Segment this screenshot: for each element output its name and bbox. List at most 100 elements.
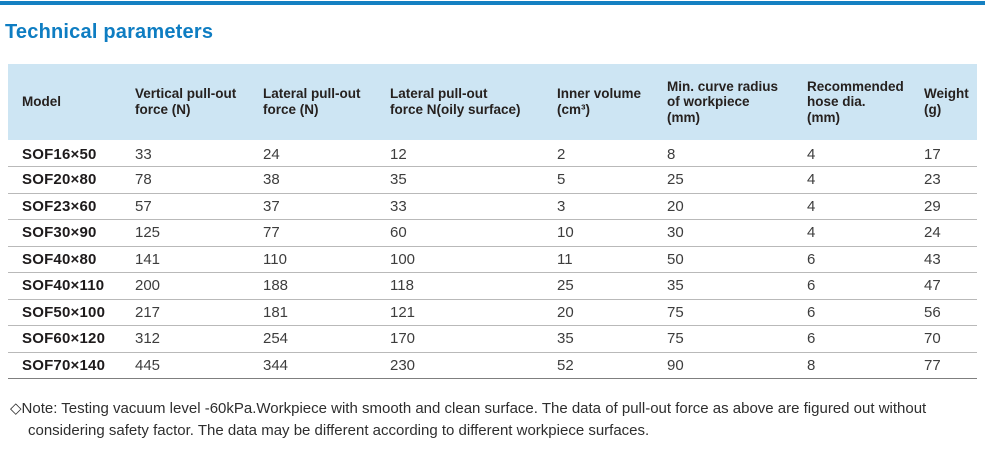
cell-inner-volume: 35	[557, 325, 667, 353]
cell-min-curve-radius: 25	[667, 166, 807, 194]
cell-model: SOF16×50	[8, 140, 135, 167]
header-cell-inner-volume: Inner volume (cm³)	[557, 86, 642, 117]
diamond-icon: ◇	[10, 400, 22, 417]
cell-inner-volume: 3	[557, 193, 667, 220]
cell-weight: 56	[924, 299, 977, 326]
cell-lateral-pullout-oily: 170	[390, 325, 557, 353]
cell-hose-dia: 6	[807, 272, 924, 300]
cell-inner-volume: 11	[557, 246, 667, 273]
cell-lateral-pullout: 38	[263, 166, 390, 194]
cell-hose-dia: 4	[807, 193, 924, 220]
cell-lateral-pullout: 77	[263, 219, 390, 247]
table-row: SOF40×110 200 188 118 25 35 6 47	[8, 272, 977, 300]
header-row: Model Vertical pull-out force (N) Latera…	[8, 64, 977, 140]
cell-weight: 23	[924, 166, 977, 194]
cell-vertical-pullout: 200	[135, 272, 263, 300]
cell-vertical-pullout: 78	[135, 166, 263, 194]
cell-hose-dia: 6	[807, 246, 924, 273]
table-row: SOF23×60 57 37 33 3 20 4 29	[8, 193, 977, 220]
cell-inner-volume: 20	[557, 299, 667, 326]
cell-weight: 47	[924, 272, 977, 300]
cell-min-curve-radius: 90	[667, 352, 807, 379]
header-cell-hose-dia: Recommended hose dia. (mm)	[807, 78, 904, 125]
footnote-line-2: considering safety factor. The data may …	[28, 422, 650, 439]
cell-weight: 77	[924, 352, 977, 379]
cell-hose-dia: 4	[807, 140, 924, 167]
cell-hose-dia: 6	[807, 299, 924, 326]
cell-lateral-pullout: 24	[263, 140, 390, 167]
table-header: Model Vertical pull-out force (N) Latera…	[8, 64, 977, 140]
cell-vertical-pullout: 141	[135, 246, 263, 273]
cell-lateral-pullout-oily: 35	[390, 166, 557, 194]
cell-lateral-pullout: 344	[263, 352, 390, 379]
cell-weight: 24	[924, 219, 977, 247]
cell-inner-volume: 5	[557, 166, 667, 194]
cell-lateral-pullout-oily: 12	[390, 140, 557, 167]
footnote-text-1: Note: Testing vacuum level -60kPa.Workpi…	[21, 400, 927, 417]
cell-model: SOF23×60	[8, 193, 135, 220]
cell-weight: 70	[924, 325, 977, 353]
cell-model: SOF40×110	[8, 272, 135, 300]
cell-lateral-pullout-oily: 230	[390, 352, 557, 379]
table-row: SOF50×100 217 181 121 20 75 6 56	[8, 299, 977, 326]
cell-lateral-pullout: 254	[263, 325, 390, 353]
cell-vertical-pullout: 33	[135, 140, 263, 167]
cell-lateral-pullout-oily: 118	[390, 272, 557, 300]
table-row: SOF70×140 445 344 230 52 90 8 77	[8, 352, 977, 379]
cell-min-curve-radius: 75	[667, 325, 807, 353]
cell-min-curve-radius: 75	[667, 299, 807, 326]
table-row: SOF20×80 78 38 35 5 25 4 23	[8, 166, 977, 194]
cell-model: SOF40×80	[8, 246, 135, 273]
cell-weight: 43	[924, 246, 977, 273]
cell-weight: 17	[924, 140, 977, 167]
parameters-table-container: Model Vertical pull-out force (N) Latera…	[8, 64, 977, 379]
cell-hose-dia: 8	[807, 352, 924, 379]
cell-vertical-pullout: 445	[135, 352, 263, 379]
table-row: SOF16×50 33 24 12 2 8 4 17	[8, 140, 977, 167]
cell-vertical-pullout: 312	[135, 325, 263, 353]
header-cell-min-curve-radius: Min. curve radius of workpiece (mm)	[667, 78, 779, 125]
cell-lateral-pullout-oily: 60	[390, 219, 557, 247]
header-cell-model: Model	[22, 94, 61, 110]
parameters-table: Model Vertical pull-out force (N) Latera…	[8, 64, 977, 379]
cell-hose-dia: 4	[807, 166, 924, 194]
cell-weight: 29	[924, 193, 977, 220]
top-accent-bar	[0, 1, 985, 5]
cell-lateral-pullout-oily: 100	[390, 246, 557, 273]
table-row: SOF40×80 141 110 100 11 50 6 43	[8, 246, 977, 273]
footnote: ◇Note: Testing vacuum level -60kPa.Workp…	[10, 398, 960, 442]
cell-model: SOF60×120	[8, 325, 135, 353]
header-cell-vertical-pullout: Vertical pull-out force (N)	[135, 86, 237, 117]
cell-inner-volume: 52	[557, 352, 667, 379]
cell-inner-volume: 10	[557, 219, 667, 247]
header-cell-lateral-pullout-oily: Lateral pull-out force N(oily surface)	[390, 86, 521, 117]
header-cell-weight: Weight (g)	[924, 86, 969, 117]
cell-min-curve-radius: 35	[667, 272, 807, 300]
cell-inner-volume: 2	[557, 140, 667, 167]
table-row: SOF30×90 125 77 60 10 30 4 24	[8, 219, 977, 247]
page-title: Technical parameters	[5, 21, 214, 43]
cell-lateral-pullout: 37	[263, 193, 390, 220]
cell-inner-volume: 25	[557, 272, 667, 300]
cell-vertical-pullout: 57	[135, 193, 263, 220]
cell-min-curve-radius: 50	[667, 246, 807, 273]
cell-hose-dia: 4	[807, 219, 924, 247]
cell-lateral-pullout: 181	[263, 299, 390, 326]
cell-lateral-pullout-oily: 33	[390, 193, 557, 220]
cell-vertical-pullout: 217	[135, 299, 263, 326]
cell-vertical-pullout: 125	[135, 219, 263, 247]
table-row: SOF60×120 312 254 170 35 75 6 70	[8, 325, 977, 353]
cell-lateral-pullout: 110	[263, 246, 390, 273]
cell-model: SOF50×100	[8, 299, 135, 326]
cell-hose-dia: 6	[807, 325, 924, 353]
cell-min-curve-radius: 20	[667, 193, 807, 220]
cell-min-curve-radius: 8	[667, 140, 807, 167]
table-body: SOF16×50 33 24 12 2 8 4 17 SOF20×80 78 3…	[8, 140, 977, 379]
cell-lateral-pullout: 188	[263, 272, 390, 300]
cell-model: SOF30×90	[8, 219, 135, 247]
footnote-line-1: ◇Note: Testing vacuum level -60kPa.Workp…	[10, 398, 960, 420]
cell-min-curve-radius: 30	[667, 219, 807, 247]
header-cell-lateral-pullout: Lateral pull-out force (N)	[263, 86, 361, 117]
cell-model: SOF70×140	[8, 352, 135, 379]
